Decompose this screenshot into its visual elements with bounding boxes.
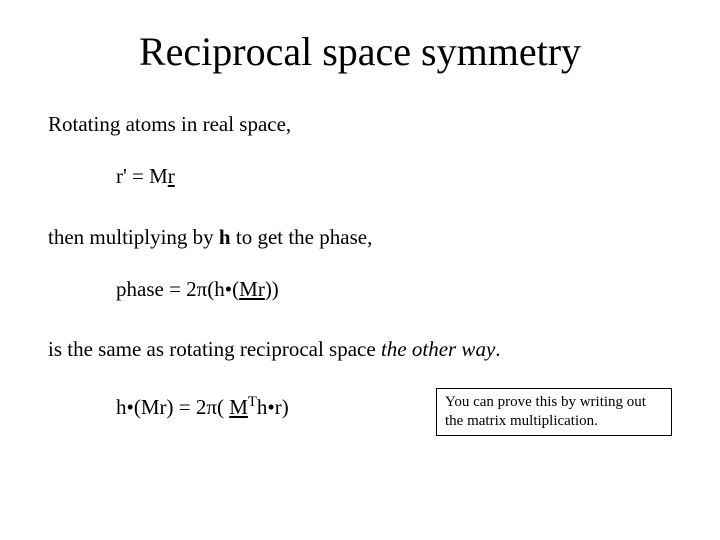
- eq3-d: h: [257, 395, 268, 419]
- eq3-dot1: •: [127, 395, 134, 419]
- bottom-row: h•(Mr) = 2π( MTh•r) You can prove this b…: [48, 388, 672, 436]
- line3-b: the other way: [381, 337, 495, 361]
- body: Rotating atoms in real space, r' = Mr th…: [48, 111, 672, 436]
- equation-2: phase = 2π(h•(Mr)): [116, 276, 672, 302]
- equation-3: h•(Mr) = 2π( MTh•r): [116, 388, 289, 420]
- line-same-as: is the same as rotating reciprocal space…: [48, 336, 672, 362]
- slide: Reciprocal space symmetry Rotating atoms…: [0, 0, 720, 540]
- eq2-Mr: Mr: [239, 277, 265, 301]
- eq3-M: M: [229, 395, 248, 419]
- line-then-multiplying: then multiplying by h to get the phase,: [48, 224, 672, 250]
- eq3-b: (Mr) = 2: [134, 395, 207, 419]
- eq2-b: (h: [207, 277, 225, 301]
- eq3-a: h: [116, 395, 127, 419]
- eq1-lhs: r' = M: [116, 164, 168, 188]
- eq3-T: T: [248, 394, 257, 410]
- eq1-r-underline: r: [168, 164, 175, 188]
- eq3-dot2: •: [267, 395, 274, 419]
- line2-a: then multiplying by: [48, 225, 219, 249]
- eq3-e: r): [275, 395, 289, 419]
- line2-h: h: [219, 225, 231, 249]
- eq3-pi: π: [206, 395, 217, 419]
- eq2-a: phase = 2: [116, 277, 197, 301]
- eq3-c: (: [217, 395, 229, 419]
- line3-a: is the same as rotating reciprocal space: [48, 337, 381, 361]
- line3-c: .: [495, 337, 500, 361]
- line-rotating-atoms: Rotating atoms in real space,: [48, 111, 672, 137]
- eq2-pi: π: [197, 277, 208, 301]
- equation-1: r' = Mr: [116, 163, 672, 189]
- slide-title: Reciprocal space symmetry: [48, 28, 672, 75]
- line2-c: to get the phase,: [231, 225, 373, 249]
- note-box: You can prove this by writing out the ma…: [436, 388, 672, 436]
- eq2-d: )): [265, 277, 279, 301]
